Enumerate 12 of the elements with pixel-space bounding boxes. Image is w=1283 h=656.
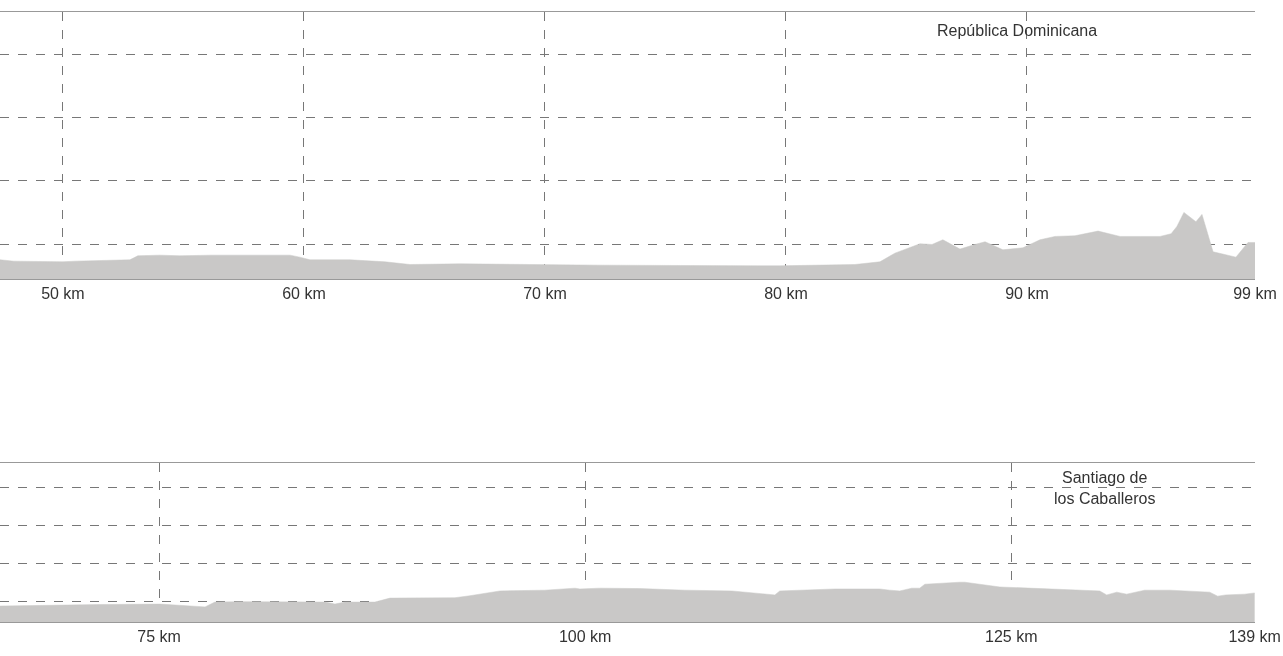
x-tick-label: 80 km bbox=[764, 285, 808, 303]
x-tick-label: 70 km bbox=[523, 285, 567, 303]
text: Santiago de los Caballeros bbox=[1054, 469, 1156, 507]
x-tick-label: 60 km bbox=[282, 285, 326, 303]
x-tick-label: 90 km bbox=[1005, 285, 1049, 303]
x-tick-label: 50 km bbox=[41, 285, 85, 303]
x-tick-label: 125 km bbox=[985, 628, 1038, 646]
x-tick-label: 100 km bbox=[558, 628, 612, 646]
x-tick-label: 75 km bbox=[137, 628, 181, 646]
text: República Dominicana bbox=[937, 22, 1098, 39]
x-tick-label: 99 km bbox=[1233, 285, 1277, 303]
x-tick-label: 139 km bbox=[1228, 628, 1281, 646]
